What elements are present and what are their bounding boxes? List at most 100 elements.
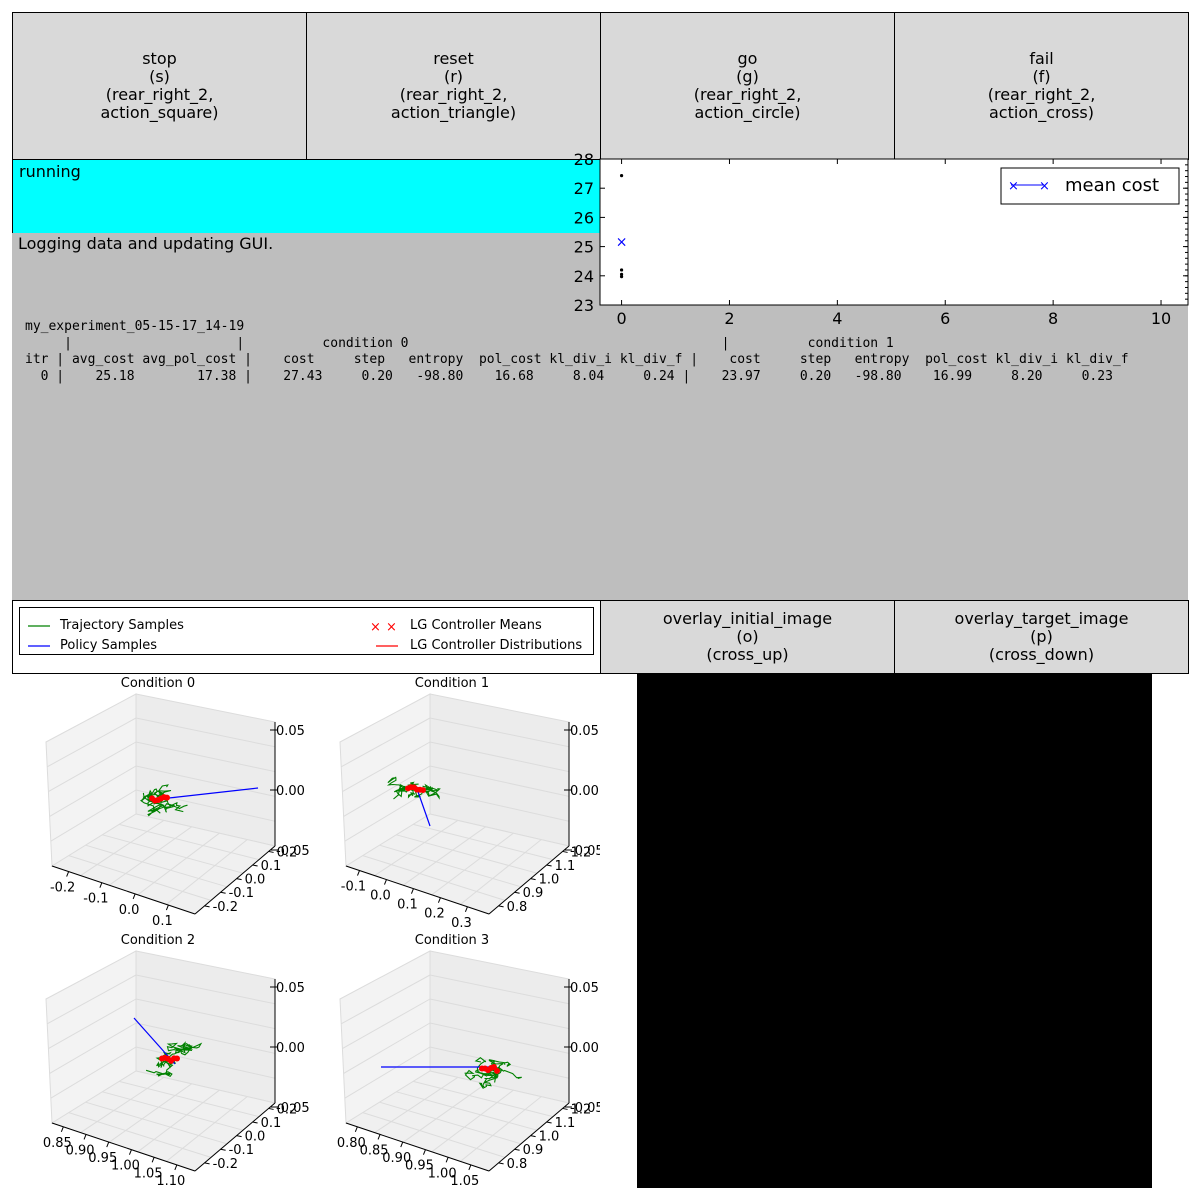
y-tick-label: 23 <box>574 296 594 315</box>
grid-line <box>68 855 212 901</box>
legend-marker: × <box>1039 179 1050 194</box>
z-tick-label: 0.05 <box>570 724 599 739</box>
lg-controller-mean <box>420 787 426 794</box>
y-axis <box>488 1102 570 1172</box>
grid-line <box>340 717 431 768</box>
y-tick <box>498 905 504 908</box>
z-tick-label: 0.00 <box>570 784 599 799</box>
subplot-title: Condition 0 <box>121 676 195 691</box>
x-tick-label: -0.1 <box>341 880 366 895</box>
grid-line <box>108 826 192 886</box>
x-tick <box>174 1164 178 1171</box>
grid-line <box>137 1089 220 1153</box>
stop-button[interactable]: stop (s) (rear_right_2, action_square) <box>12 12 307 160</box>
trajectory-sample-line <box>162 1041 203 1061</box>
status-indicator: running <box>12 159 601 233</box>
trajectory-sample-line <box>142 784 172 803</box>
x-tick <box>410 888 414 894</box>
x-tick <box>66 871 70 877</box>
svg-text:×: × <box>370 620 381 632</box>
x-tick <box>99 882 103 888</box>
y-tick <box>530 1135 536 1138</box>
x-tick-label: 0.90 <box>382 1151 411 1166</box>
go-button[interactable]: go (g) (rear_right_2, action_circle) <box>600 12 895 160</box>
grid-line <box>431 832 514 896</box>
x-tick-label: 0.85 <box>360 1143 389 1158</box>
grid-line <box>396 1091 538 1131</box>
y-tick-label: 0.8 <box>507 900 528 915</box>
subplot-title: Condition 3 <box>415 933 489 948</box>
log-text: my_experiment_05-15-17_14-19 | | conditi… <box>25 319 1188 399</box>
x-tick-label: 1.05 <box>450 1174 479 1189</box>
x-tick <box>106 1141 110 1148</box>
x-tick <box>128 1149 132 1155</box>
grid-line <box>135 1022 276 1054</box>
log-line: 0 | 25.18 17.38 | 27.43 0.20 -98.80 16.6… <box>25 368 1113 384</box>
y-tick-label: 28 <box>574 150 594 169</box>
grid-line <box>50 789 137 842</box>
x-tick <box>151 1157 155 1163</box>
y-tick-label: -0.1 <box>229 1143 254 1158</box>
grid-line <box>343 765 431 817</box>
y-tick-label: 24 <box>574 267 594 286</box>
x-tick-label: 1.00 <box>111 1159 140 1174</box>
grid-line <box>46 974 137 1025</box>
x-tick <box>468 1164 472 1171</box>
z-tick-label: -0.05 <box>570 1101 600 1116</box>
y-tick-label: 0.8 <box>507 1157 528 1172</box>
grid-line <box>85 1101 228 1145</box>
z-tick-label: 0.00 <box>276 784 305 799</box>
legend-marker: × <box>1008 179 1019 194</box>
fail-button[interactable]: fail (f) (rear_right_2, action_cross) <box>894 12 1189 160</box>
x-tick <box>165 904 169 911</box>
subplot-title: Condition 2 <box>121 933 195 948</box>
reset-button[interactable]: reset (r) (rear_right_2, action_triangle… <box>306 12 601 160</box>
chart-legend: × × mean cost <box>1000 167 1180 205</box>
trajectory-legend-panel: Trajectory Samples Policy Samples × × LG … <box>12 600 601 674</box>
y-tick <box>562 850 568 853</box>
grid-line <box>166 1096 248 1162</box>
y-tick-label: -0.1 <box>229 886 254 901</box>
x-tick-label: -0.1 <box>83 892 108 907</box>
grid-line <box>137 832 220 896</box>
x-tick <box>132 893 136 900</box>
x-axis <box>345 865 490 915</box>
grid-line <box>429 789 570 822</box>
y-tick <box>268 1107 274 1110</box>
grid-line <box>343 1022 431 1074</box>
grid-line <box>429 1022 570 1054</box>
sample-cost-point <box>619 275 624 279</box>
x-tick-label: 0.95 <box>405 1159 434 1174</box>
grid-line <box>102 834 244 874</box>
overlay-initial-image-button[interactable]: overlay_initial_image (o) (cross_up) <box>600 600 895 674</box>
y-tick-label: 0.0 <box>245 873 266 888</box>
sample-cost-point <box>619 174 624 178</box>
x-tick <box>354 1126 358 1132</box>
x-axis <box>345 1122 490 1172</box>
x-tick-label: 0.2 <box>424 907 445 922</box>
x-tick-label: 0.0 <box>370 889 391 904</box>
z-tick-label: 0.05 <box>276 724 305 739</box>
status-text: running <box>19 162 81 181</box>
z-tick-label: 0.00 <box>570 1041 599 1056</box>
z-tick-label: 0.00 <box>276 1041 305 1056</box>
x-tick <box>83 1134 87 1140</box>
x-axis <box>51 1122 196 1172</box>
grid-line <box>135 1046 276 1079</box>
grid-line <box>460 1096 542 1162</box>
grid-line <box>429 717 570 748</box>
overlay-target-image-button[interactable]: overlay_target_image (p) (cross_down) <box>894 600 1189 674</box>
grid-line <box>431 1089 514 1153</box>
y-tick <box>530 878 536 881</box>
x-tick-label: -0.2 <box>50 881 75 896</box>
y-axis <box>194 1102 276 1172</box>
trajectory-subplot: Condition 0-0.2-0.10.00.10.20.10.0-0.1-0… <box>45 676 310 929</box>
trajectory-subplot: Condition 1-0.10.00.10.20.31.21.11.00.90… <box>339 676 600 931</box>
policy-sample-line <box>159 787 259 800</box>
y-tick <box>220 1148 226 1151</box>
x-tick-label: 1.10 <box>156 1174 185 1189</box>
x-tick-label: 0.0 <box>119 903 140 918</box>
trajectory-sample-line <box>153 798 188 813</box>
x-axis <box>51 865 196 915</box>
y-axis <box>194 845 276 915</box>
